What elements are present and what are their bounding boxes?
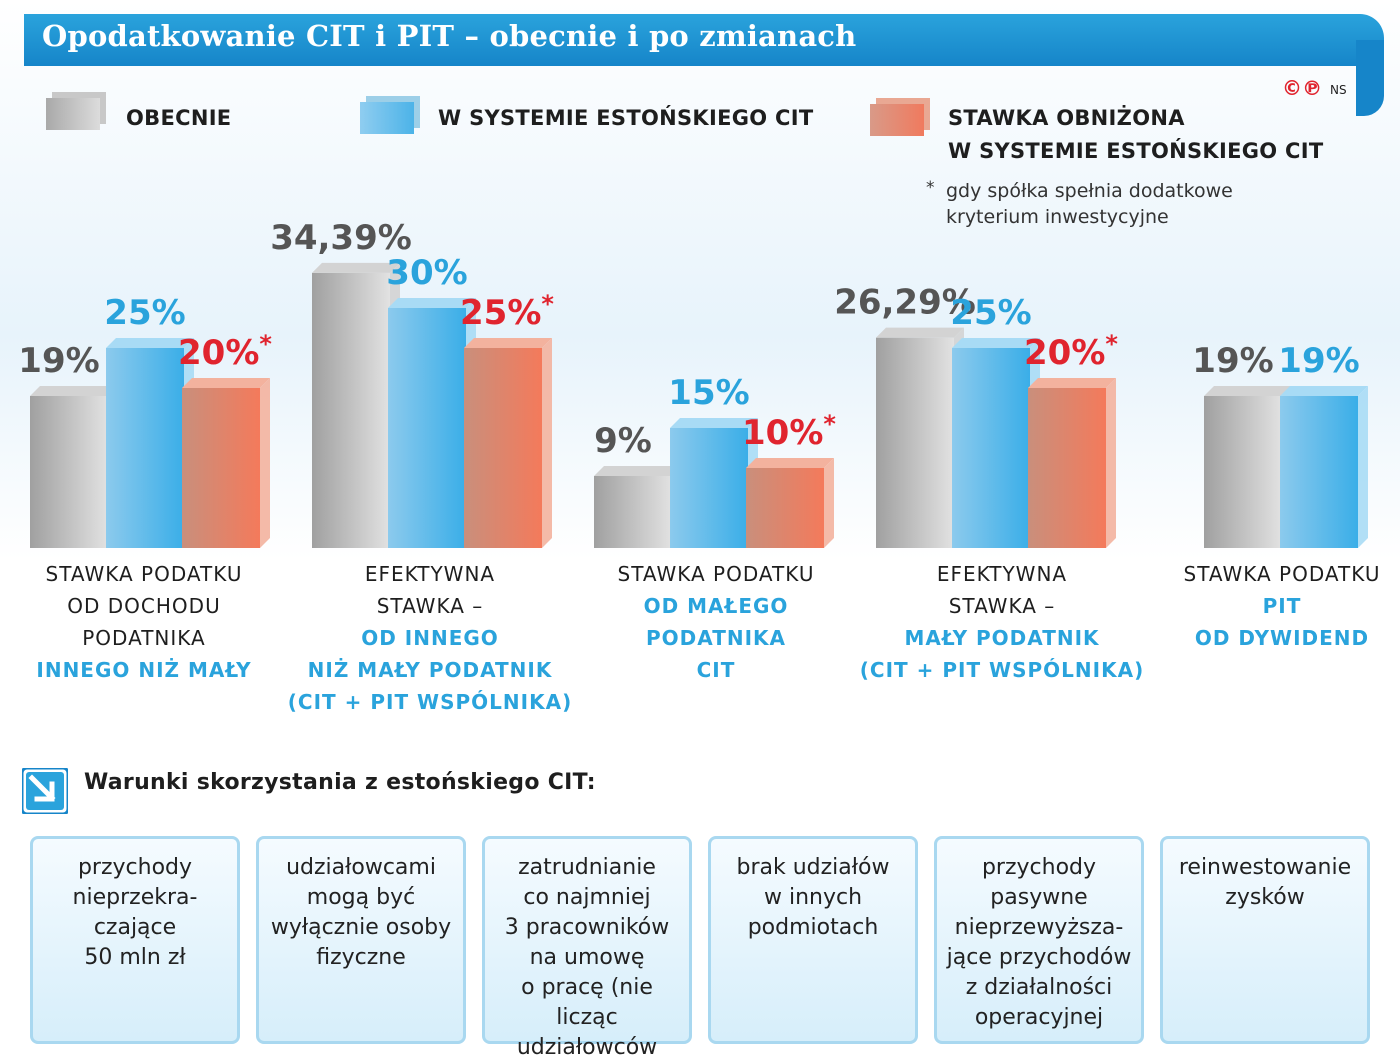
category-label: EFEKTYWNA STAWKA – MAŁY PODATNIK (CIT + PIT… xyxy=(852,558,1152,686)
category-label-line: PODATNIKA xyxy=(646,626,786,650)
header-bar: Opodatkowanie CIT i PIT – obecnie i po z… xyxy=(24,14,1384,66)
condition-card: zatrudnianie co najmniej 3 pracowników n… xyxy=(482,836,692,1060)
legend-label: STAWKA OBNIŻONA xyxy=(948,106,1185,130)
bar-value-label: 20%* xyxy=(178,330,272,373)
bar-value-label: 10%* xyxy=(742,410,836,453)
conditions-title: Warunki skorzystania z estońskiego CIT: xyxy=(84,770,596,795)
header-tab-decoration xyxy=(1356,40,1384,116)
category-label-line: CIT xyxy=(696,658,736,682)
bar-current xyxy=(312,262,400,548)
condition-text: reinwestowanie zysków xyxy=(1178,855,1352,910)
category-label-line: EFEKTYWNA xyxy=(936,562,1068,586)
bar-value-label: 19% xyxy=(18,341,99,381)
condition-text: udziałowcami mogą być wyłącznie osoby fi… xyxy=(270,855,452,970)
category-label-line: OD INNEGO xyxy=(361,626,499,650)
bar-estonian xyxy=(670,418,758,548)
legend-label: W SYSTEMIE ESTOŃSKIEGO CIT xyxy=(438,106,814,130)
category-label-line: PIT xyxy=(1262,594,1302,618)
bar-value-label: 15% xyxy=(668,373,749,413)
bar-value-label: 26,29% xyxy=(834,283,976,323)
bar-value-label: 34,39% xyxy=(270,218,412,258)
condition-text: przychody pasywne nieprzewyższa- jące pr… xyxy=(946,855,1132,1030)
copyright-mark: ©℗ xyxy=(1282,76,1322,100)
category-label-line: STAWKA PODATKU xyxy=(617,562,815,586)
category-label: STAWKA PODATKU PIT OD DYWIDEND xyxy=(1132,558,1400,654)
bar-value-label: 19% xyxy=(1278,341,1359,381)
bar-current xyxy=(594,466,682,548)
condition-card: przychody nieprzekra- czające 50 mln zł xyxy=(30,836,240,1044)
category-label-line: PODATNIKA xyxy=(82,626,206,650)
category-label: STAWKA PODATKU OD DOCHODU PODATNIKA INNEGO … xyxy=(0,558,294,686)
category-label-line: (CIT + PIT WSPÓLNIKA) xyxy=(859,658,1145,682)
category-label-line: STAWKA – xyxy=(948,594,1056,618)
category-label-line: INNEGO NIŻ MAŁY xyxy=(36,658,252,682)
category-label-line: STAWKA PODATKU xyxy=(1183,562,1381,586)
bar-estonian xyxy=(1280,386,1368,548)
legend-note-line: kryterium inwestycyjne xyxy=(946,206,1169,228)
condition-card: brak udziałów w innych podmiotach xyxy=(708,836,918,1044)
category-label-line: STAWKA – xyxy=(376,594,484,618)
legend-swatch-orange xyxy=(870,104,924,136)
condition-text: brak udziałów w innych podmiotach xyxy=(736,855,890,940)
condition-card: udziałowcami mogą być wyłącznie osoby fi… xyxy=(256,836,466,1044)
category-label-line: OD MAŁEGO xyxy=(643,594,789,618)
legend-swatch-blue xyxy=(360,102,414,134)
arrow-down-right-icon xyxy=(22,768,68,814)
author-credit: NS xyxy=(1330,83,1347,97)
legend-note-line: gdy spółka spełnia dodatkowe xyxy=(946,180,1233,202)
category-label-line: (CIT + PIT WSPÓLNIKA) xyxy=(287,690,573,714)
bar-value-label: 30% xyxy=(386,253,467,293)
category-label-line: OD DYWIDEND xyxy=(1194,626,1370,650)
bar-reduced xyxy=(182,378,270,548)
condition-text: zatrudnianie co najmniej 3 pracowników n… xyxy=(504,855,670,1060)
category-label: EFEKTYWNA STAWKA – OD INNEGO NIŻ MAŁY PODAT… xyxy=(280,558,580,718)
category-label-line: STAWKA PODATKU xyxy=(45,562,243,586)
bar-value-label: 25% xyxy=(104,293,185,333)
category-label-line: OD DOCHODU xyxy=(67,594,221,618)
bar-reduced xyxy=(1028,378,1116,548)
category-label: STAWKA PODATKU OD MAŁEGO PODATNIKA CIT xyxy=(566,558,866,686)
legend-label: W SYSTEMIE ESTOŃSKIEGO CIT xyxy=(948,139,1324,163)
category-label-line: MAŁY PODATNIK xyxy=(904,626,1100,650)
legend-label: OBECNIE xyxy=(126,106,232,130)
category-label-line: NIŻ MAŁY PODATNIK xyxy=(307,658,553,682)
bar-reduced xyxy=(746,458,834,548)
legend-note-asterisk: * xyxy=(926,178,935,198)
bar-value-label: 19% xyxy=(1192,341,1273,381)
legend-note: gdy spółka spełnia dodatkowe kryterium i… xyxy=(946,178,1233,230)
condition-card: przychody pasywne nieprzewyższa- jące pr… xyxy=(934,836,1144,1044)
bar-estonian xyxy=(388,298,476,548)
bar-value-label: 25%* xyxy=(460,290,554,333)
bar-value-label: 25% xyxy=(950,293,1031,333)
bar-current xyxy=(30,386,118,548)
bar-chart: 19%34,39%9%26,29%19%25%30%15%25%19%20%*2… xyxy=(18,218,1368,548)
bar-current xyxy=(1204,386,1292,548)
bar-value-label: 9% xyxy=(594,421,652,461)
category-label-line: EFEKTYWNA xyxy=(364,562,496,586)
bar-value-label: 20%* xyxy=(1024,330,1118,373)
condition-text: przychody nieprzekra- czające 50 mln zł xyxy=(72,855,198,970)
bar-current xyxy=(876,327,964,548)
condition-card: reinwestowanie zysków xyxy=(1160,836,1370,1044)
bar-reduced xyxy=(464,338,552,548)
legend-swatch-gray xyxy=(46,98,100,130)
page-title: Opodatkowanie CIT i PIT – obecnie i po z… xyxy=(42,19,857,53)
